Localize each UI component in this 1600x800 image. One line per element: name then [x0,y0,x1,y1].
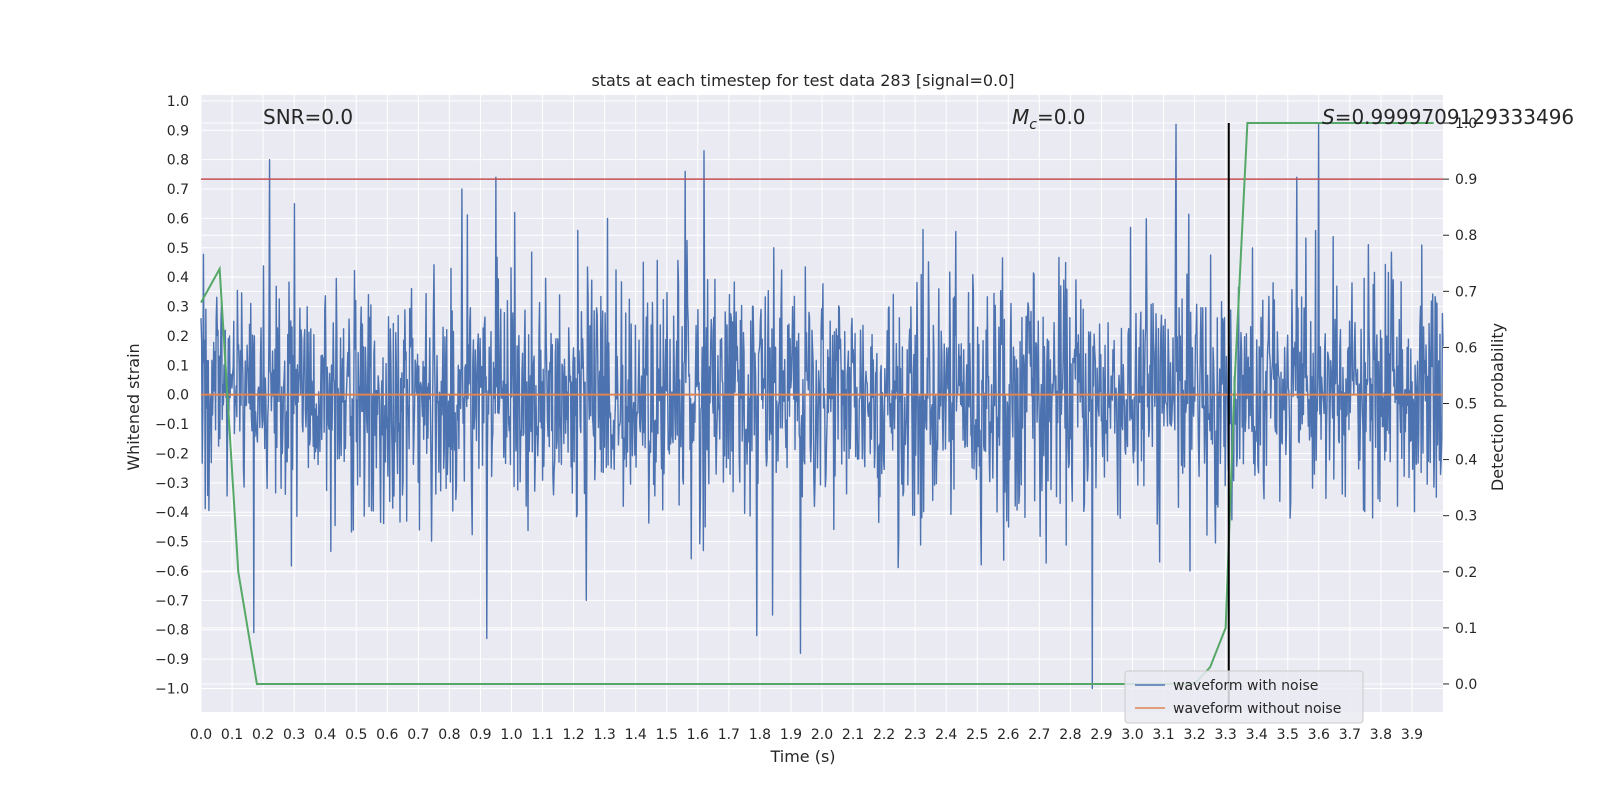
x-tick-label: 0.0 [190,727,212,743]
x-tick-label: 3.1 [1152,727,1174,743]
y-right-tick-label: 0.7 [1455,284,1477,300]
x-tick-label: 3.4 [1246,727,1268,743]
y-left-tick-label: 0.7 [167,182,189,198]
x-tick-label: 3.9 [1401,727,1423,743]
y-right-tick-label: 0.2 [1455,565,1477,581]
y-left-tick-label: 0.5 [167,241,189,257]
x-tick-label: 3.5 [1277,727,1299,743]
y-left-tick-label: 0.9 [167,123,189,139]
x-tick-label: 3.6 [1308,727,1330,743]
y-left-tick-label: 0.1 [167,358,189,374]
x-tick-label: 0.8 [438,727,460,743]
y-left-tick-label: 0.8 [167,153,189,169]
x-tick-label: 2.3 [904,727,926,743]
y-right-tick-label: 0.5 [1455,397,1477,413]
x-tick-label: 1.0 [500,727,522,743]
x-tick-label: 0.5 [345,727,367,743]
noise-series [200,123,1444,690]
y-left-tick-label: −0.1 [155,417,189,433]
x-tick-label: 0.3 [283,727,305,743]
s-symbol: S [1322,105,1335,129]
s-value: =0.9999709129333496 [1335,105,1574,129]
x-tick-label: 1.8 [749,727,771,743]
x-axis-label: Time (s) [769,747,835,766]
y-right-tick-label: 0.8 [1455,228,1477,244]
y-left-tick-label: 0.3 [167,300,189,316]
y-right-tick-label: 0.4 [1455,453,1477,469]
x-tick-label: 0.4 [314,727,336,743]
s-annotation: S=0.9999709129333496 [1322,105,1574,129]
y-right-tick-label: 1.0 [1455,116,1477,132]
x-tick-label: 3.0 [1121,727,1143,743]
y-left-tick-label: −0.2 [155,446,189,462]
y-right-tick-label: 0.9 [1455,172,1477,188]
y-right-tick-label: 0.1 [1455,621,1477,637]
legend-label-clean: waveform without noise [1173,701,1341,717]
mc-value: =0.0 [1037,105,1086,129]
x-tick-label: 0.6 [376,727,398,743]
x-tick-label: 2.5 [966,727,988,743]
x-tick-label: 2.0 [811,727,833,743]
y-left-tick-label: 0.4 [167,270,189,286]
right-axis-ticks: 1.0 0.9 0.8 0.7 0.6 0.5 0.4 0.3 0.2 0.1 0.0 [1443,116,1477,693]
x-tick-label: 1.2 [562,727,584,743]
x-tick-label: 2.1 [842,727,864,743]
detection-probability-line [200,122,1434,685]
y-left-tick-label: −0.8 [155,623,189,639]
y-left-tick-label: −0.4 [155,505,189,521]
y-left-tick-label: −0.9 [155,652,189,668]
x-tick-label: 1.4 [625,727,647,743]
legend-label-noise: waveform with noise [1173,678,1318,694]
x-tick-label: 1.5 [656,727,678,743]
line-series [200,122,1443,712]
x-tick-label: 0.9 [469,727,491,743]
y-left-tick-label: −0.3 [155,476,189,492]
y-right-tick-label: 0.3 [1455,509,1477,525]
x-tick-label: 2.4 [935,727,957,743]
x-tick-label: 2.9 [1090,727,1112,743]
x-tick-label: 1.3 [594,727,616,743]
right-axis-label: Detection probability [1488,323,1507,491]
x-tick-label: 3.8 [1370,727,1392,743]
snr-annotation: SNR=0.0 [263,105,353,129]
y-right-tick-label: 0.6 [1455,340,1477,356]
x-tick-label: 0.7 [407,727,429,743]
mc-subscript: c [1029,117,1037,133]
x-tick-label: 3.2 [1183,727,1205,743]
y-left-tick-label: −0.6 [155,564,189,580]
x-tick-label: 1.6 [687,727,709,743]
x-tick-label: 3.3 [1215,727,1237,743]
y-left-tick-label: −0.7 [155,593,189,609]
left-axis-label: Whitened strain [124,343,143,470]
y-left-tick-label: 1.0 [167,94,189,110]
y-left-tick-label: −1.0 [155,681,189,697]
x-tick-label: 2.2 [873,727,895,743]
x-tick-label: 2.7 [1028,727,1050,743]
y-left-tick-label: 0.6 [167,211,189,227]
x-tick-label: 1.9 [780,727,802,743]
x-tick-label: 0.2 [252,727,274,743]
x-tick-label: 2.8 [1059,727,1081,743]
mc-symbol: M [1012,105,1029,129]
y-left-tick-label: 0.0 [167,388,189,404]
x-tick-label: 1.1 [531,727,553,743]
x-tick-label: 0.1 [221,727,243,743]
left-axis-ticks: 1.0 0.9 0.8 0.7 0.6 0.5 0.4 0.3 0.2 0.1 0.0 −0.1 −0.… [155,94,189,698]
y-left-tick-label: 0.2 [167,329,189,345]
legend: waveform with noise waveform without noi… [1124,670,1364,724]
legend-box [1124,670,1364,724]
y-right-tick-label: 0.0 [1455,677,1477,693]
x-tick-label: 1.7 [718,727,740,743]
y-left-tick-label: −0.5 [155,535,189,551]
noise-waveform-line [200,123,1444,690]
x-axis-ticks: 0.0 0.1 0.2 0.3 0.4 0.5 0.6 0.7 0.8 0.9 1.0 1.1 1.2 1… [190,727,1423,743]
x-tick-label: 2.6 [997,727,1019,743]
mc-annotation: Mc=0.0 [1012,105,1086,133]
chart-title: stats at each timestep for test data 283… [591,71,1014,90]
x-tick-label: 3.7 [1339,727,1361,743]
